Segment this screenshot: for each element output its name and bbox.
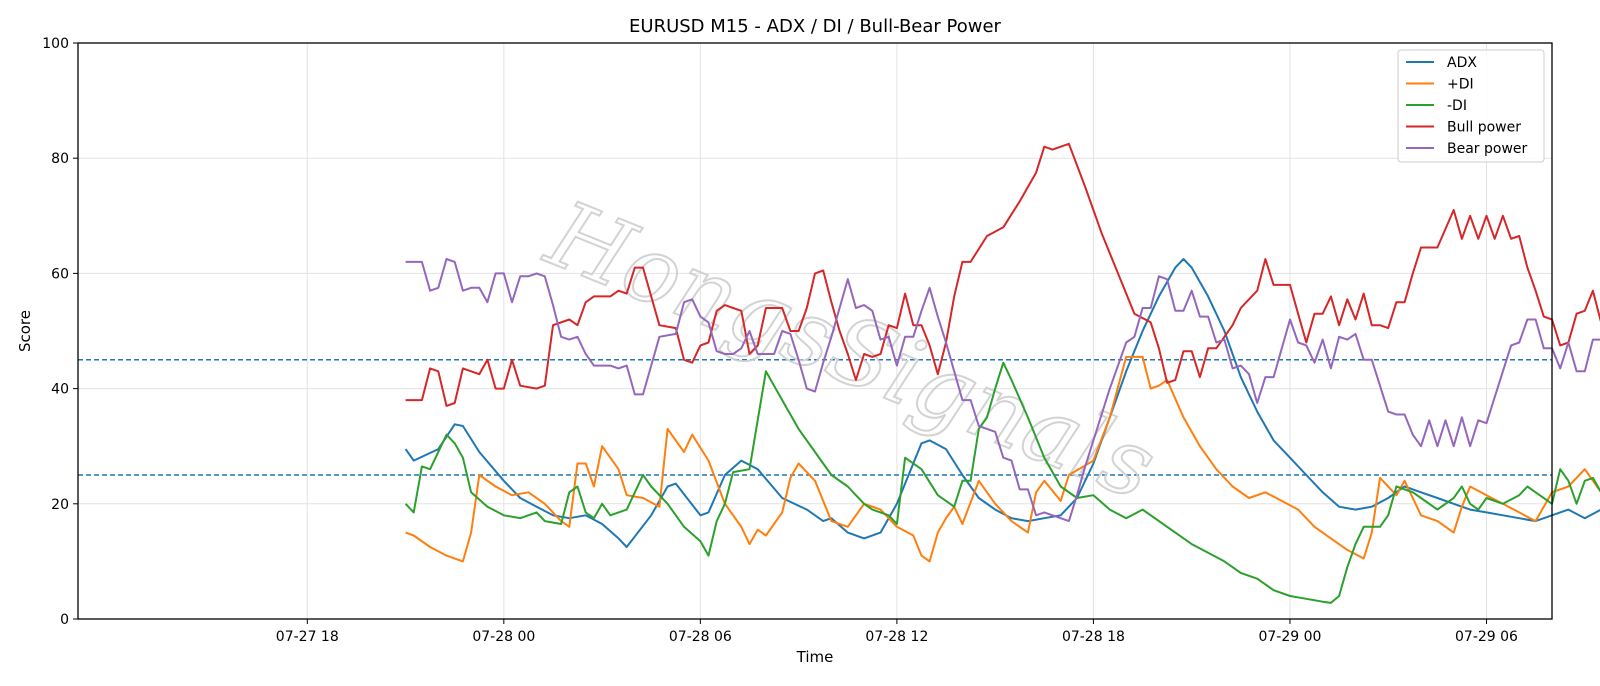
y-tick-label: 0 — [60, 612, 69, 628]
chart-title: EURUSD M15 - ADX / DI / Bull-Bear Power — [629, 16, 1002, 37]
y-tick-label: 60 — [51, 266, 69, 282]
series-line-di — [404, 361, 1600, 604]
y-tick-label: 80 — [51, 151, 69, 167]
x-tick-label: 07-27 18 — [276, 629, 339, 645]
y-tick-label: 40 — [51, 382, 69, 398]
y-tick-label: 20 — [51, 497, 69, 513]
x-axis-title: Time — [796, 648, 834, 666]
x-tick-label: 07-28 18 — [1062, 629, 1125, 645]
y-tick-label: 100 — [42, 36, 69, 52]
series-line-adx — [404, 258, 1600, 548]
x-tick-label: 07-28 12 — [865, 629, 928, 645]
y-axis-title: Score — [16, 310, 34, 352]
legend-label: -DI — [1447, 98, 1467, 114]
series-line-bull-power — [405, 142, 1600, 407]
watermark: HongsSignals — [532, 180, 1170, 521]
x-ticks: 07-27 18 07-28 00 07-28 06 07-28 12 07-28 18… — [276, 619, 1518, 645]
series-layer — [404, 142, 1600, 604]
legend-label: Bear power — [1447, 141, 1528, 157]
x-tick-label: 07-28 06 — [669, 629, 732, 645]
series-line-di — [405, 355, 1600, 563]
legend-label: +DI — [1447, 77, 1474, 93]
series-line-bear-power — [405, 258, 1600, 523]
x-tick-label: 07-29 06 — [1455, 629, 1518, 645]
x-tick-label: 07-29 00 — [1258, 629, 1321, 645]
x-tick-label: 07-28 00 — [472, 629, 535, 645]
legend-box — [1397, 49, 1545, 163]
plot-frame — [77, 42, 1553, 620]
legend-label: Bull power — [1447, 120, 1521, 136]
y-ticks: 0 20 40 60 80 100 — [42, 36, 78, 628]
legend-label: ADX — [1447, 55, 1477, 71]
legend: ADX +DI -DI Bull power Bear power — [1397, 49, 1545, 163]
